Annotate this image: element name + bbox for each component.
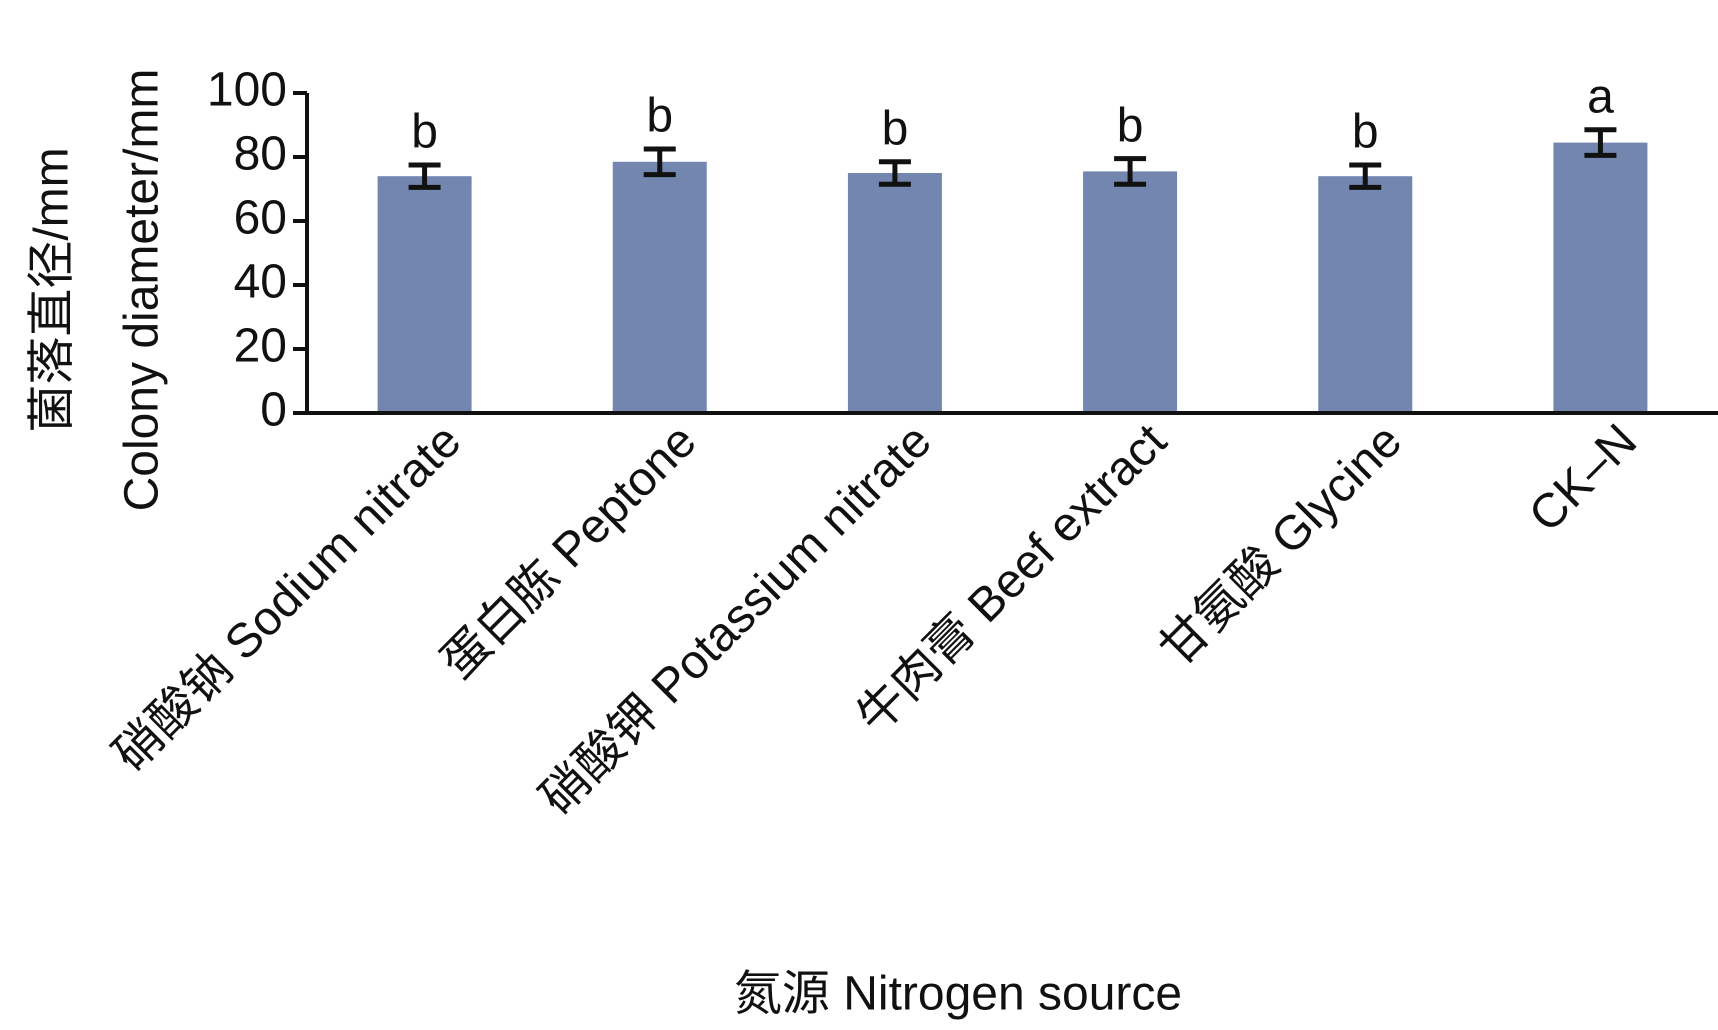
significance-letter: b (882, 102, 909, 155)
error-bar (408, 162, 441, 190)
x-tick-label: 甘氨酸 Glycine (1150, 414, 1412, 676)
x-tick-label: 蛋白胨 Peptone (431, 414, 706, 689)
y-tick-label: 40 (234, 256, 287, 309)
error-bar (1584, 127, 1617, 158)
y-axis-label: Colony diameter/mm (116, 69, 169, 512)
significance-letter: b (1352, 106, 1379, 159)
bar (847, 173, 942, 413)
significance-letter: a (1587, 70, 1614, 123)
error-bar (643, 146, 676, 178)
bar (1083, 171, 1178, 413)
y-tick-label: 60 (234, 192, 287, 245)
significance-letter: b (646, 90, 673, 143)
significance-letter: b (411, 106, 438, 159)
bar (612, 161, 707, 413)
error-bar (878, 159, 911, 187)
significance-letter: b (1117, 99, 1144, 152)
bar (377, 176, 472, 413)
error-bar (1349, 162, 1382, 190)
y-tick-label: 20 (234, 320, 287, 373)
bar (1318, 176, 1413, 413)
x-axis-label: 氮源 Nitrogen source (734, 968, 1182, 1021)
y-tick-label: 0 (260, 384, 287, 437)
y-axis-label: 菌落直径/mm (26, 147, 79, 432)
x-tick-label: 硝酸钾 Potassium nitrate (531, 414, 942, 825)
y-tick-label: 80 (234, 128, 287, 181)
error-bar (1114, 156, 1147, 187)
y-tick-label: 100 (207, 64, 287, 117)
bar (1553, 142, 1648, 413)
x-tick-label: CK–N (1519, 414, 1647, 542)
